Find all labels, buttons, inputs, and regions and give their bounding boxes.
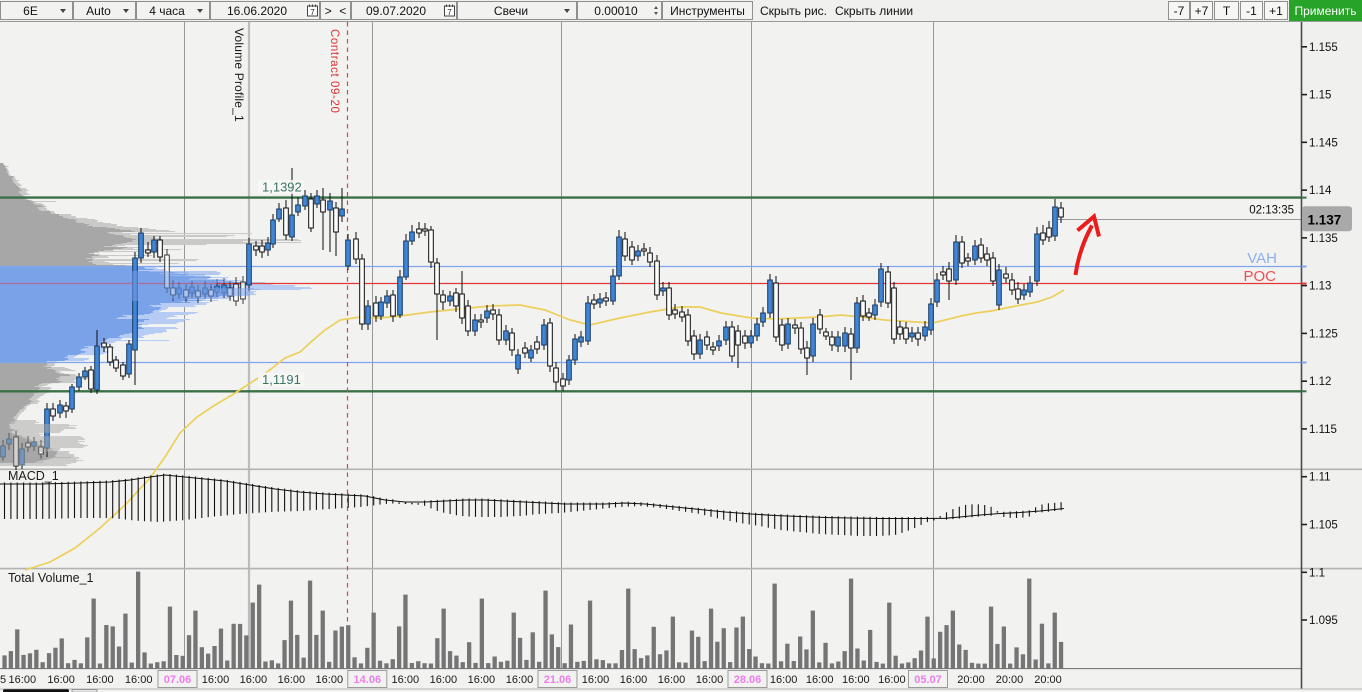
svg-text:16:00: 16:00 (278, 674, 306, 686)
svg-text:1,1191: 1,1191 (262, 372, 301, 387)
svg-text:02:13:35: 02:13:35 (1249, 205, 1294, 217)
svg-text:16:00: 16:00 (125, 674, 153, 686)
svg-text:16:00: 16:00 (770, 674, 798, 686)
svg-text:POC: POC (1243, 268, 1276, 285)
svg-text:5: 5 (0, 674, 6, 686)
svg-text:14.06: 14.06 (354, 674, 382, 686)
svg-text:16:00: 16:00 (47, 674, 75, 686)
svg-text:1.095: 1.095 (1309, 615, 1338, 627)
svg-text:1.1: 1.1 (1309, 567, 1325, 579)
svg-text:16:00: 16:00 (240, 674, 268, 686)
svg-text:16:00: 16:00 (842, 674, 870, 686)
svg-text:20:00: 20:00 (996, 674, 1024, 686)
svg-text:Volume Profile_1: Volume Profile_1 (232, 28, 246, 122)
svg-text:16:00: 16:00 (202, 674, 230, 686)
svg-text:16:00: 16:00 (658, 674, 686, 686)
svg-text:05.07: 05.07 (914, 674, 942, 686)
svg-text:7: 7 (447, 8, 452, 17)
svg-text:16:00: 16:00 (506, 674, 534, 686)
svg-text:1.125: 1.125 (1309, 328, 1338, 340)
svg-text:20:00: 20:00 (1034, 674, 1062, 686)
svg-text:1.135: 1.135 (1309, 233, 1338, 245)
svg-text:1.12: 1.12 (1309, 376, 1331, 388)
svg-text:7: 7 (310, 8, 315, 17)
svg-text:Total Volume_1: Total Volume_1 (8, 571, 94, 585)
svg-text:16:00: 16:00 (696, 674, 724, 686)
svg-text:16:00: 16:00 (582, 674, 610, 686)
svg-text:1.13: 1.13 (1309, 281, 1331, 293)
svg-text:16:00: 16:00 (392, 674, 420, 686)
svg-text:16:00: 16:00 (878, 674, 906, 686)
svg-text:16:00: 16:00 (620, 674, 648, 686)
svg-text:21.06: 21.06 (544, 674, 572, 686)
svg-text:20:00: 20:00 (957, 674, 985, 686)
svg-text:16:00: 16:00 (468, 674, 496, 686)
svg-text:1.11: 1.11 (1309, 472, 1331, 484)
svg-text:1.145: 1.145 (1309, 137, 1338, 149)
svg-text:07.06: 07.06 (164, 674, 192, 686)
svg-text:1.155: 1.155 (1309, 42, 1338, 54)
svg-text:1.105: 1.105 (1309, 520, 1338, 532)
svg-text:16:00: 16:00 (9, 674, 37, 686)
svg-text:16:00: 16:00 (430, 674, 458, 686)
svg-text:1,1392: 1,1392 (262, 180, 302, 195)
svg-text:1.15: 1.15 (1309, 90, 1331, 102)
svg-text:1.115: 1.115 (1309, 424, 1337, 436)
svg-text:28.06: 28.06 (734, 674, 762, 686)
svg-text:16:00: 16:00 (806, 674, 834, 686)
svg-text:16:00: 16:00 (316, 674, 344, 686)
svg-text:16:00: 16:00 (86, 674, 114, 686)
svg-text:MACD_1: MACD_1 (8, 469, 59, 483)
svg-text:Contract 09-20: Contract 09-20 (328, 29, 340, 113)
svg-text:1.14: 1.14 (1309, 185, 1332, 197)
svg-text:VAH: VAH (1247, 250, 1277, 267)
svg-text:1.137: 1.137 (1308, 213, 1342, 228)
